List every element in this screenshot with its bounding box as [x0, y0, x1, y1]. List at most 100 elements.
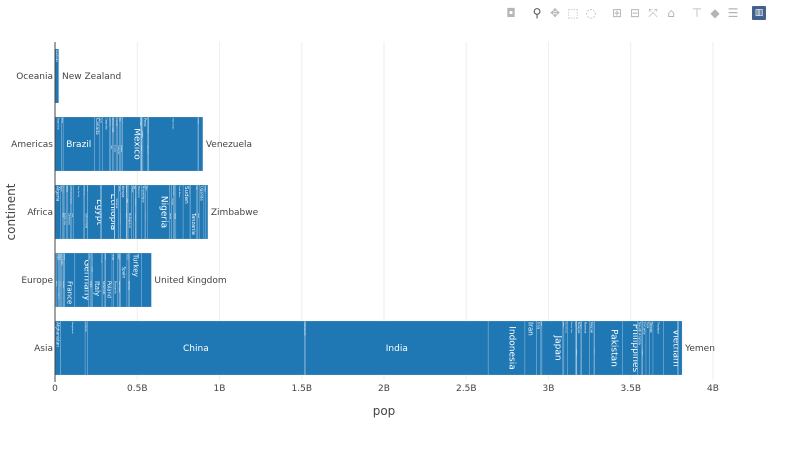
bar-segment-label: Senegal — [171, 199, 173, 206]
bar-segment[interactable] — [145, 185, 147, 239]
bar-segment-label: Venezuela — [206, 140, 252, 150]
bar-segment-label: United Kingdom — [154, 276, 226, 286]
bar-segment[interactable] — [100, 117, 103, 171]
bar-segment-label: Mali — [133, 186, 135, 190]
bar-segment-label: Myanmar — [584, 322, 587, 333]
zoom-out-icon[interactable]: ⊟ — [628, 6, 642, 20]
bar-segment-label: Italy — [93, 281, 101, 296]
bar-segment-label: Hong Kong, China — [303, 322, 305, 335]
bar-segment[interactable] — [58, 49, 59, 103]
bar-segment[interactable] — [71, 185, 73, 239]
bar-segment-label: Cote d'Ivoire — [84, 213, 87, 229]
y-tick-label: Europe — [21, 276, 53, 286]
bar-segment[interactable] — [141, 253, 151, 307]
zoom-in-icon[interactable]: ⊞ — [610, 6, 624, 20]
bar-segment[interactable] — [128, 185, 131, 239]
bar-segment-label: Pakistan — [608, 329, 618, 367]
x-tick-label: 3.5B — [621, 384, 642, 394]
bar-segment[interactable] — [106, 253, 112, 307]
x-tick-label: 1B — [214, 384, 226, 394]
bar-segment[interactable] — [60, 185, 62, 239]
bar-segment-label: China — [183, 344, 209, 354]
bar-segment[interactable] — [85, 185, 88, 239]
bar-segment-label: Afghanistan — [55, 322, 60, 347]
bar-segment[interactable] — [115, 185, 119, 239]
bar-segment[interactable] — [88, 253, 90, 307]
y-axis-title: continent — [4, 183, 18, 240]
bar-segment-label: Morocco — [137, 186, 141, 198]
bar-segment-label: Czech Republic — [61, 254, 63, 266]
bar-segment-label: Nepal — [590, 322, 595, 333]
bar-segment-label: Mexico — [131, 128, 141, 160]
bar-segment-label: Tunisia — [197, 213, 199, 218]
pan-icon[interactable]: ✥ — [548, 6, 562, 20]
bar-segment-label: Belgium — [56, 254, 58, 261]
x-tick-label: 0 — [52, 384, 58, 394]
lasso-icon[interactable]: ◌ — [584, 6, 598, 20]
bar-segment-label: Bolivia — [61, 118, 63, 123]
bar-segment-label: Cameroon — [68, 213, 71, 225]
zoom-icon[interactable]: ⚲ — [530, 6, 544, 20]
bar-segment[interactable] — [102, 253, 105, 307]
bar-segment-label: Cambodia — [85, 322, 87, 332]
bar-segment-label: South Africa — [178, 186, 181, 197]
bar-segment[interactable] — [197, 185, 199, 239]
bar-segment[interactable] — [112, 253, 114, 307]
bar-segment[interactable] — [206, 185, 208, 239]
bar-segment[interactable] — [120, 253, 127, 307]
home-icon[interactable]: ⌂ — [664, 6, 678, 20]
y-tick-label: Oceania — [16, 72, 53, 82]
bar-segment-label: Iran — [527, 322, 535, 336]
bar-segment[interactable] — [114, 253, 118, 307]
bar-segment-label: New Zealand — [62, 72, 121, 82]
bar-segment-label: Poland — [105, 281, 111, 298]
bar-segment-label: Thailand — [657, 321, 661, 334]
bar-segment[interactable] — [64, 185, 66, 239]
bar-segment[interactable] — [204, 185, 206, 239]
box-select-icon[interactable]: ⬚ — [566, 6, 580, 20]
bar-segment-label: Romania — [114, 281, 118, 294]
bar-segment-label: Sudan — [183, 186, 189, 204]
x-tick-label: 2.5B — [456, 384, 477, 394]
bar-segment[interactable] — [678, 321, 682, 375]
bar-segment-label: Turkey — [131, 253, 139, 277]
bar-segment-label: Netherlands — [102, 281, 105, 295]
bar-segment-label: Japan — [552, 334, 562, 360]
bar-segment-label: Iraq — [537, 322, 541, 329]
bar-segment[interactable] — [646, 321, 649, 375]
bar-segment-label: Yemen, Rep. — [684, 344, 741, 354]
bar-segment-label: Somalia — [174, 213, 176, 219]
autoscale-icon[interactable]: ⤧ — [646, 6, 660, 20]
bar-segment-label: Ghana — [115, 199, 119, 209]
hover-compare-icon[interactable]: ☰ — [726, 6, 740, 20]
hover-closest-icon[interactable]: ◆ — [708, 6, 722, 20]
x-tick-label: 0.5B — [127, 384, 148, 394]
bar-segment-label: Kenya — [121, 186, 125, 197]
bar-segment[interactable] — [133, 185, 135, 239]
bar-segment[interactable] — [93, 253, 103, 307]
bar-segment-label: Argentina — [57, 118, 60, 130]
bar-segment-label: Canada — [94, 118, 100, 135]
bar-segment-label: Chile — [100, 118, 102, 124]
bar-segment[interactable] — [117, 117, 119, 171]
bar-segment-label: Congo, Dem. Rep. — [77, 186, 79, 198]
bar-segment[interactable] — [199, 117, 203, 171]
bar-segment-label: Malawi — [131, 186, 133, 193]
bar-segment[interactable] — [117, 253, 119, 307]
bar-segment-label: United States — [172, 118, 175, 130]
bar-segment[interactable] — [131, 185, 133, 239]
bar-segment-label: Rwanda — [169, 213, 171, 219]
bar-segment-label: Chad — [71, 213, 73, 217]
bar-segment[interactable] — [536, 321, 541, 375]
bar-segment-label: Taiwan — [649, 321, 653, 333]
plotly-logo-icon[interactable]: ▥ — [752, 6, 766, 20]
x-tick-label: 3B — [543, 384, 555, 394]
bar-segment-label: France — [66, 281, 74, 304]
camera-icon[interactable]: ◘ — [504, 6, 518, 20]
bar-segment-label: Zambia — [203, 186, 205, 192]
spike-lines-icon[interactable]: ⊤ — [690, 6, 704, 20]
x-tick-label: 4B — [707, 384, 719, 394]
